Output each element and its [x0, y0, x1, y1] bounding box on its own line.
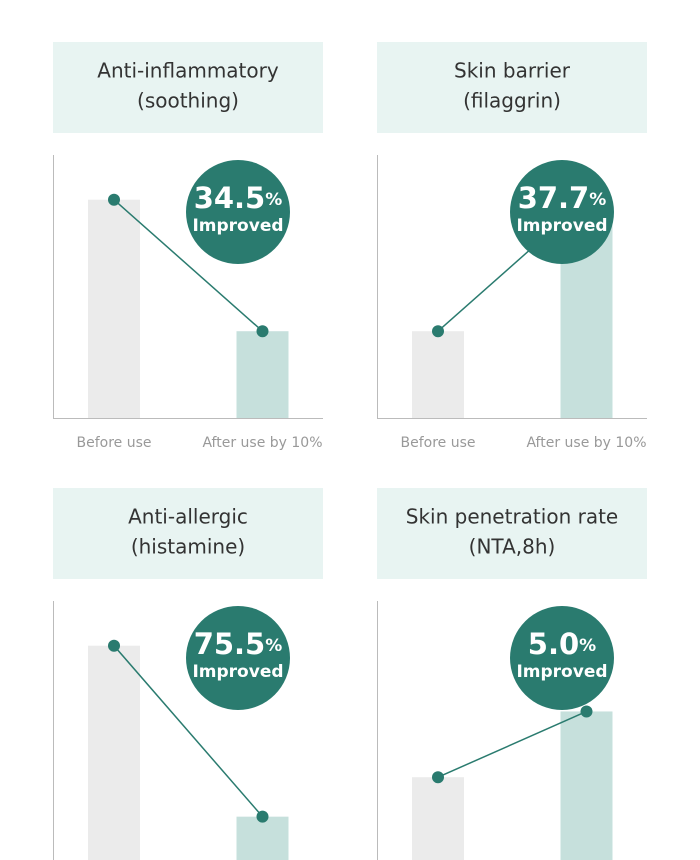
- chart-title: Skin penetration rate: [406, 505, 618, 529]
- title-box: [53, 42, 323, 133]
- badge-label: Improved: [192, 216, 283, 236]
- point: [256, 810, 269, 823]
- badge-number: 75.5: [194, 627, 266, 661]
- trend-line: [437, 710, 587, 778]
- chart-title: Anti-allergic: [128, 505, 248, 529]
- bar: [236, 816, 289, 860]
- badge: [510, 160, 614, 264]
- badge: [510, 606, 614, 710]
- x-tick-label: After use by 10%: [526, 435, 646, 451]
- badge-value: 34.5%: [194, 181, 283, 215]
- x-tick-label: After use by 10%: [202, 435, 322, 451]
- chart-title: Skin barrier: [454, 59, 571, 83]
- badge-number: 37.7: [518, 181, 590, 215]
- badge-label: Improved: [192, 662, 283, 682]
- chart-subtitle: (NTA,8h): [469, 535, 556, 559]
- badge: [186, 606, 290, 710]
- bar: [88, 199, 140, 418]
- badge-label: Improved: [516, 216, 607, 236]
- badge-value: 37.7%: [518, 181, 607, 215]
- title-box: [53, 488, 323, 579]
- title-box: [377, 42, 647, 133]
- bar: [560, 711, 613, 860]
- badge-value: 5.0%: [528, 627, 596, 661]
- badge-label: Improved: [516, 662, 607, 682]
- badge-unit: %: [265, 636, 282, 656]
- title-box: [377, 488, 647, 579]
- trend-line: [113, 199, 263, 332]
- badge-unit: %: [579, 636, 596, 656]
- bar: [236, 331, 289, 418]
- bar: [88, 645, 140, 860]
- bar: [412, 777, 464, 860]
- point: [108, 639, 120, 652]
- point: [432, 771, 444, 784]
- chart-subtitle: (filaggrin): [463, 89, 561, 113]
- chart-subtitle: (histamine): [131, 535, 245, 559]
- point: [108, 193, 120, 206]
- x-tick-label: Before use: [76, 435, 151, 451]
- trend-line: [113, 645, 264, 818]
- chart-title: Anti-inflammatory: [97, 59, 279, 83]
- x-tick-label: Before use: [400, 435, 475, 451]
- badge: [186, 160, 290, 264]
- badge-number: 5.0: [528, 627, 579, 661]
- point: [432, 325, 444, 338]
- bar: [412, 331, 464, 418]
- point: [256, 325, 269, 338]
- badge-value: 75.5%: [194, 627, 283, 661]
- badge-unit: %: [589, 190, 606, 210]
- chart-subtitle: (soothing): [137, 89, 239, 113]
- badge-number: 34.5: [194, 181, 266, 215]
- point: [580, 705, 593, 718]
- badge-unit: %: [265, 190, 282, 210]
